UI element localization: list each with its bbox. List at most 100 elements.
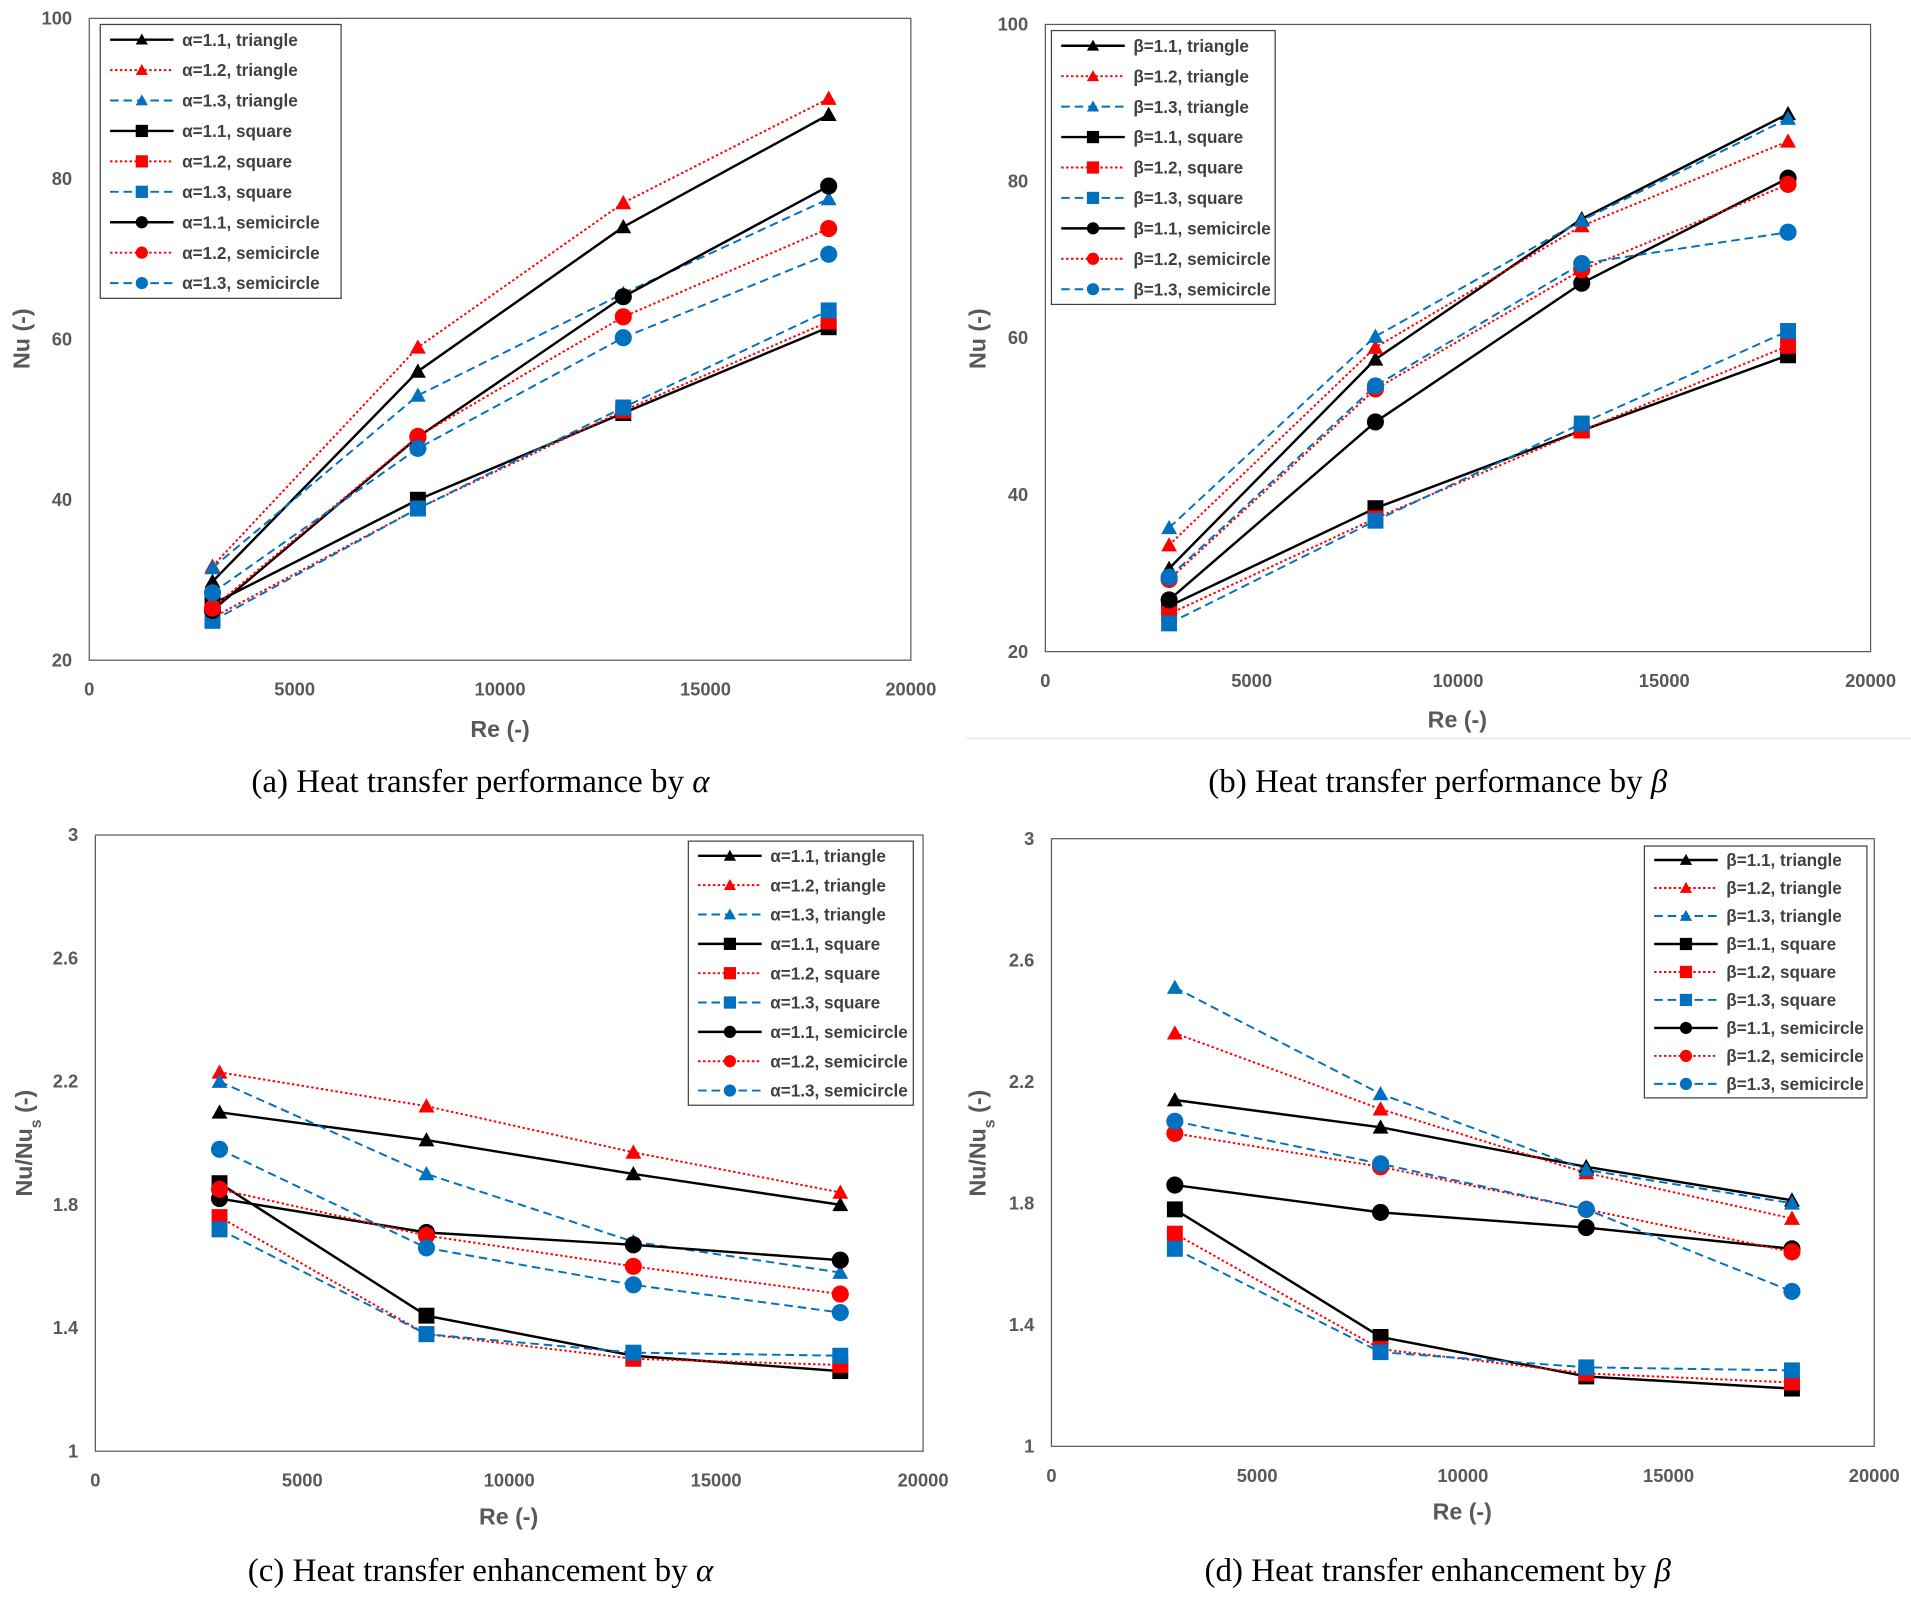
series-line xyxy=(1174,1032,1793,1220)
legend-label: β=1.2, semicircle xyxy=(1726,1047,1863,1066)
square-marker xyxy=(1372,1344,1389,1361)
legend-item: β=1.2, semicircle xyxy=(1061,250,1271,269)
legend-square-icon xyxy=(1679,993,1693,1007)
series-8 xyxy=(203,245,838,602)
legend-triangle-icon xyxy=(135,63,148,75)
circle-marker xyxy=(831,1285,849,1303)
legend-label: β=1.2, triangle xyxy=(1133,67,1249,86)
series-4 xyxy=(211,1209,849,1373)
x-tick-label: 15000 xyxy=(1643,1465,1694,1486)
y-tick-label: 1.8 xyxy=(1009,1192,1034,1213)
circle-marker xyxy=(1783,1282,1801,1300)
square-marker xyxy=(1780,323,1796,339)
circle-marker xyxy=(820,177,838,195)
legend-circle-icon xyxy=(1679,1077,1693,1091)
series-line xyxy=(211,97,830,568)
circle-marker xyxy=(1372,1155,1390,1173)
square-marker xyxy=(1166,1240,1183,1257)
caption-text: (d) Heat transfer enhancement by xyxy=(1204,1551,1655,1589)
y-tick-label: 100 xyxy=(42,7,73,28)
legend-label: α=1.3, semicircle xyxy=(182,274,320,293)
circle-marker xyxy=(831,1251,849,1269)
series-5 xyxy=(211,1221,849,1364)
legend-item: β=1.2, semicircle xyxy=(1654,1047,1864,1066)
circle-marker xyxy=(1160,568,1178,586)
circle-marker xyxy=(624,1276,642,1294)
legend-item: β=1.2, square xyxy=(1061,159,1243,178)
legend-circle-icon xyxy=(1086,283,1100,296)
legend-label: β=1.1, semicircle xyxy=(1726,1019,1863,1038)
legend-circle-icon xyxy=(1679,1049,1693,1063)
legend-item: β=1.3, semicircle xyxy=(1061,280,1271,299)
legend: β=1.1, triangle β=1.2, triangle β=1.3, tri… xyxy=(1643,845,1868,1099)
caption-text: (b) Heat transfer performance by xyxy=(1208,762,1651,800)
legend-item: β=1.1, square xyxy=(1654,935,1836,954)
legend-item: α=1.3, triangle xyxy=(698,906,886,925)
series-line xyxy=(1174,1247,1792,1372)
legend-item: β=1.2, square xyxy=(1654,963,1836,982)
legend-square-icon xyxy=(135,124,148,138)
x-tick-label: 5000 xyxy=(274,679,315,700)
caption-a: (a) Heat transfer performance by α xyxy=(251,763,709,801)
legend-item: β=1.1, triangle xyxy=(1654,851,1842,870)
triangle-marker xyxy=(1578,1161,1595,1177)
circle-marker xyxy=(624,1236,642,1254)
legend-label: α=1.2, triangle xyxy=(182,61,298,80)
series-3 xyxy=(1166,1201,1800,1397)
legend-circle-icon xyxy=(1086,252,1100,265)
legend-item: α=1.3, square xyxy=(110,183,292,202)
legend: α=1.1, triangle α=1.2, triangle α=1.3, tri… xyxy=(99,23,342,299)
series-line xyxy=(219,1228,841,1357)
legend-triangle-icon xyxy=(135,94,148,106)
series-4 xyxy=(1166,1225,1800,1391)
square-marker xyxy=(1578,1359,1595,1376)
y-axis-label: Nu/Nus (-) xyxy=(11,1090,45,1197)
caption-b: (b) Heat transfer performance by β xyxy=(1208,763,1667,801)
series-line xyxy=(1168,177,1789,601)
triangle-marker xyxy=(204,559,221,575)
y-tick-label: 40 xyxy=(52,489,72,510)
legend-triangle-icon xyxy=(135,33,148,45)
series-5 xyxy=(204,302,837,629)
x-tick-label: 10000 xyxy=(484,1470,535,1491)
legend-item: α=1.1, triangle xyxy=(698,847,886,866)
y-tick-label: 2.6 xyxy=(53,947,78,968)
series-8 xyxy=(210,1140,849,1322)
legend: α=1.1, triangle α=1.2, triangle α=1.3, tri… xyxy=(687,840,914,1106)
series-line xyxy=(219,1071,841,1194)
circle-marker xyxy=(820,219,838,238)
series-line xyxy=(211,113,830,583)
series-0 xyxy=(211,1104,849,1212)
y-axis-label-main: Nu (-) xyxy=(964,308,990,369)
square-marker xyxy=(418,1307,435,1324)
series-4 xyxy=(204,313,837,626)
legend-label: β=1.3, semicircle xyxy=(1133,280,1270,299)
circle-marker xyxy=(1573,255,1591,273)
series-line xyxy=(211,253,830,594)
legend-item: β=1.1, semicircle xyxy=(1061,219,1271,238)
chart-d: 0 5000 10000 15000 20000 1 1.4 1.8 2.2 2.6 3 Re (-)… xyxy=(964,828,1899,1525)
x-tick-label: 0 xyxy=(84,679,94,700)
legend-square-icon xyxy=(135,185,148,198)
legend-label: β=1.1, triangle xyxy=(1133,37,1249,56)
legend-label: α=1.3, triangle xyxy=(182,92,298,111)
circle-marker xyxy=(1166,1112,1184,1130)
triangle-marker xyxy=(1367,351,1384,366)
plot-area xyxy=(1044,23,1872,653)
legend-item: α=1.3, semicircle xyxy=(698,1082,908,1101)
triangle-marker xyxy=(1367,339,1384,354)
circle-marker xyxy=(203,584,222,602)
y-axis-label-sub: s xyxy=(27,1119,44,1128)
triangle-marker xyxy=(211,1073,228,1088)
legend-square-icon xyxy=(1086,191,1100,205)
x-tick-label: 10000 xyxy=(475,679,526,700)
legend-item: β=1.3, triangle xyxy=(1654,907,1842,926)
series-line xyxy=(1174,1232,1793,1384)
legend-item: α=1.2, semicircle xyxy=(110,244,320,263)
circle-marker xyxy=(417,1239,436,1257)
y-tick-label: 80 xyxy=(52,168,72,189)
y-axis-label-sub: s xyxy=(981,1119,998,1128)
series-line xyxy=(219,1148,841,1314)
legend-triangle-icon xyxy=(723,879,737,891)
